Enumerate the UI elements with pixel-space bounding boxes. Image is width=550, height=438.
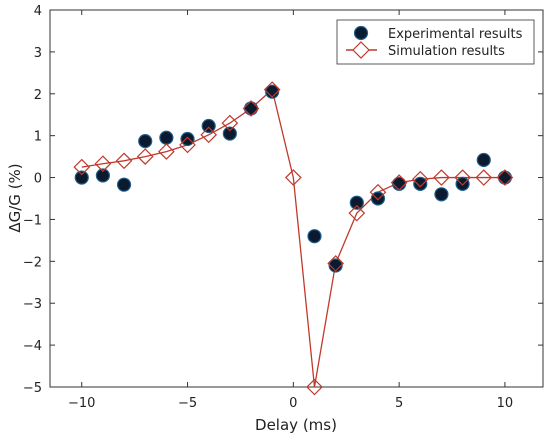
- experimental-point-9: [265, 84, 280, 99]
- experimental-point-17: [455, 176, 470, 191]
- y-tick-label-2: −3: [23, 297, 42, 312]
- x-tick-label-1: −5: [178, 396, 197, 411]
- simulation-point-20: [496, 169, 514, 186]
- experimental-point-11: [328, 258, 343, 273]
- experimental-point-3: [138, 134, 153, 149]
- simulation-point-9: [263, 81, 281, 98]
- experimental-point-10: [307, 229, 322, 244]
- x-tick-label-3: 5: [395, 396, 403, 411]
- experimental-point-16: [434, 187, 449, 202]
- legend: Experimental results Simulation results: [336, 19, 535, 65]
- simulation-point-11: [306, 378, 323, 396]
- plot-area: [49, 9, 544, 388]
- experimental-point-15: [413, 176, 428, 191]
- simulation-point-5: [179, 136, 196, 154]
- simulation-point-10: [284, 169, 302, 186]
- experimental-point-8: [243, 101, 259, 116]
- y-tick-label-7: 2: [34, 88, 42, 103]
- simulation-point-13: [348, 204, 366, 222]
- simulation-point-18: [454, 169, 471, 186]
- experimental-point-7: [222, 126, 237, 141]
- simulation-point-17: [433, 169, 450, 186]
- experimental-point-18: [476, 152, 491, 168]
- simulation-point-6: [200, 126, 218, 144]
- y-tick-label-8: 3: [34, 46, 42, 61]
- legend-label-simulation: Simulation results: [388, 44, 505, 59]
- simulation-point-4: [158, 143, 175, 160]
- simulation-point-3: [136, 148, 154, 165]
- y-tick-label-5: 0: [34, 172, 42, 187]
- legend-marker-simulation: [352, 41, 370, 59]
- x-axis-label: Delay (ms): [255, 416, 337, 434]
- simulation-point-8: [242, 100, 260, 117]
- experimental-point-4: [159, 130, 174, 145]
- simulation-point-12: [327, 255, 344, 272]
- y-tick-label-4: −1: [23, 213, 42, 228]
- simulation-point-15: [390, 174, 408, 191]
- series-layer: [73, 81, 514, 396]
- simulation-point-1: [94, 155, 112, 173]
- experimental-point-6: [201, 118, 216, 134]
- experimental-point-0: [74, 170, 89, 185]
- simulation-point-16: [411, 170, 429, 188]
- legend-marker-experimental: [353, 25, 369, 41]
- experimental-point-19: [497, 170, 513, 185]
- y-tick-label-0: −5: [23, 381, 42, 396]
- simulation-point-7: [221, 114, 239, 132]
- y-axis-ticks: −5 −4 −3 −2 −1 0 1 2 3 4: [23, 4, 543, 396]
- experimental-point-12: [349, 195, 364, 210]
- experimental-point-5: [180, 131, 195, 147]
- simulation-point-14: [369, 183, 387, 201]
- x-tick-label-2: 0: [289, 396, 297, 411]
- experimental-point-2: [116, 177, 132, 192]
- simulation-point-0: [73, 158, 91, 176]
- x-tick-label-4: 10: [497, 396, 514, 411]
- y-tick-label-9: 4: [34, 4, 42, 19]
- legend-box: [336, 19, 535, 65]
- x-axis-ticks: −10 −5 0 5 10: [68, 10, 513, 411]
- y-tick-label-1: −4: [23, 339, 42, 354]
- experimental-point-13: [370, 191, 386, 206]
- simulation-point-19: [475, 169, 493, 186]
- experimental-point-1: [95, 168, 110, 183]
- simulation-point-2: [115, 152, 133, 170]
- y-tick-label-6: 1: [34, 130, 42, 145]
- plot-frame: [49, 9, 544, 388]
- x-tick-label-0: −10: [68, 396, 95, 411]
- y-tick-label-3: −2: [23, 255, 42, 270]
- legend-label-experimental: Experimental results: [388, 27, 523, 42]
- y-axis-label: ΔG/G (%): [6, 163, 24, 232]
